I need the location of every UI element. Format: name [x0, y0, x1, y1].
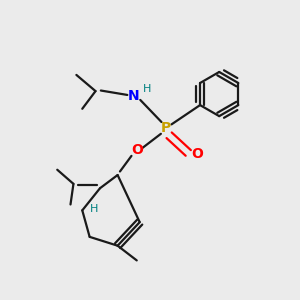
- Text: O: O: [131, 143, 143, 157]
- Text: O: O: [191, 147, 203, 161]
- Text: H: H: [143, 84, 151, 94]
- Text: H: H: [90, 204, 98, 214]
- Text: N: N: [128, 88, 140, 103]
- Text: P: P: [161, 121, 171, 135]
